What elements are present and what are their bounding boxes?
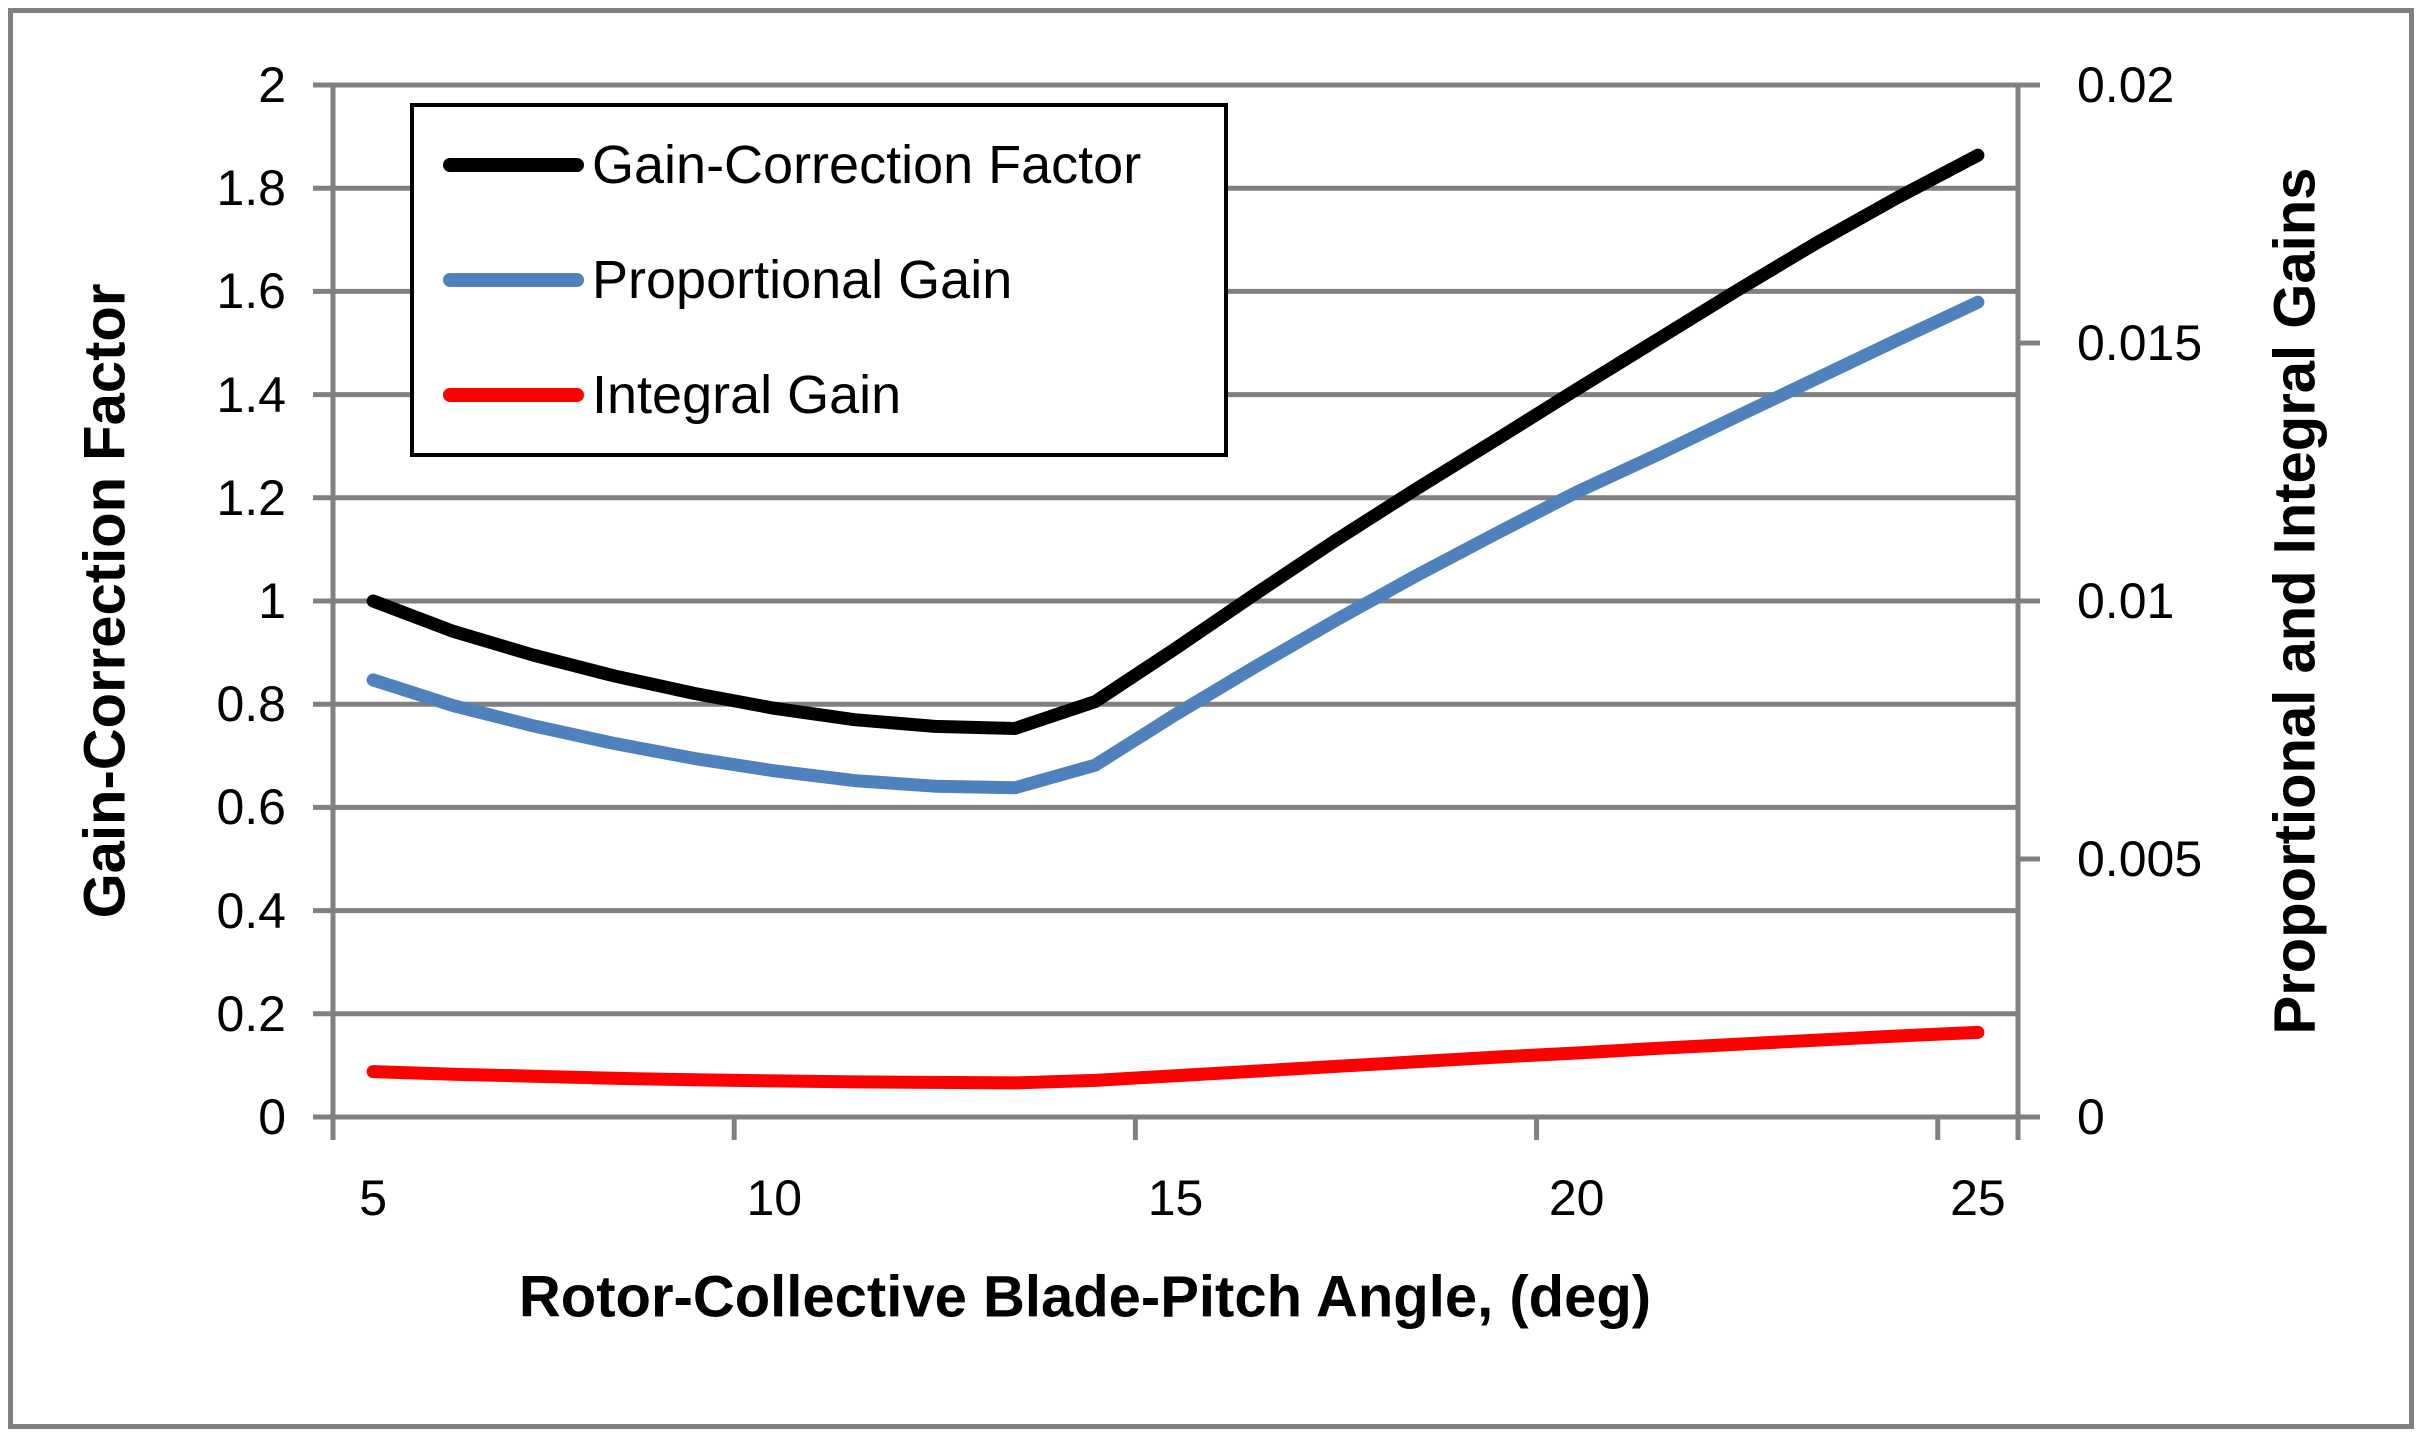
left-axis-tick-label: 0 — [258, 1089, 286, 1145]
right-axis-title: Proportional and Integral Gains — [2262, 167, 2328, 1035]
legend-label: Integral Gain — [592, 365, 902, 426]
left-axis-tick-label: 1.6 — [216, 263, 286, 320]
left-axis-tick-label: 0.4 — [216, 882, 286, 939]
x-axis-tick-label: 20 — [1548, 1170, 1605, 1226]
left-axis-tick-label: 1.2 — [216, 469, 286, 526]
x-axis-tick-label: 15 — [1147, 1170, 1204, 1226]
right-axis-tick-label: 0.015 — [2077, 315, 2203, 371]
x-axis-title: Rotor-Collective Blade-Pitch Angle, (deg… — [518, 1264, 1652, 1330]
series-line-integral-gain — [366, 1025, 1985, 1090]
legend-item: Proportional Gain — [414, 222, 1224, 337]
legend: Gain-Correction Factor Proportional Gain I… — [410, 103, 1228, 457]
legend-line-swatch — [443, 272, 584, 287]
left-axis-tick-label: 0.2 — [216, 985, 286, 1042]
x-axis-tick-label: 5 — [359, 1170, 388, 1226]
legend-item: Gain-Correction Factor — [414, 107, 1224, 222]
left-axis-tick-label: 2 — [258, 57, 286, 113]
legend-line-swatch — [443, 157, 584, 172]
right-axis-tick-label: 0.005 — [2077, 831, 2203, 887]
x-axis-tick-label: 25 — [1950, 1170, 2006, 1226]
left-axis-tick-label: 1.4 — [216, 366, 286, 423]
legend-label: Gain-Correction Factor — [592, 134, 1142, 195]
left-axis-tick-label: 1.8 — [216, 160, 286, 217]
legend-label: Proportional Gain — [592, 249, 1013, 310]
left-axis-tick-label: 1 — [258, 573, 286, 629]
series-line-gain-correction-factor — [366, 148, 1985, 735]
right-axis-tick-label: 0 — [2077, 1089, 2105, 1145]
left-axis-tick-label: 0.8 — [216, 676, 286, 733]
legend-item: Integral Gain — [414, 338, 1224, 453]
right-axis-tick-label: 0.01 — [2077, 573, 2175, 629]
series-line-proportional-gain — [366, 295, 1985, 795]
legend-line-swatch — [443, 388, 584, 403]
x-axis-tick-label: 10 — [746, 1170, 803, 1226]
left-axis-tick-label: 0.6 — [216, 779, 286, 836]
right-axis-tick-label: 0.02 — [2077, 57, 2175, 113]
